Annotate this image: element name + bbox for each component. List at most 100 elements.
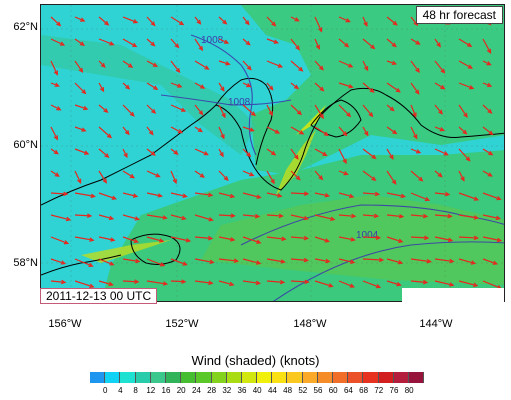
wind-arrow-head: [229, 193, 236, 199]
wind-arrow-head: [447, 237, 454, 243]
wind-arrow-head: [158, 238, 165, 243]
colorbar-label: 20: [176, 386, 186, 395]
wind-arrow-head: [273, 39, 279, 44]
wind-arrow: [122, 16, 138, 24]
wind-arrow: [98, 214, 114, 220]
wind-arrow-head: [473, 215, 480, 220]
wind-arrow: [146, 104, 156, 114]
wind-arrow-head: [249, 172, 255, 177]
wind-arrow-head: [127, 63, 134, 68]
isobars: [160, 34, 504, 301]
wind-arrow: [122, 258, 140, 263]
wind-arrow-head: [414, 89, 420, 95]
wind-arrow: [434, 148, 448, 156]
wind-arrow: [314, 214, 335, 221]
wind-arrow: [74, 38, 85, 46]
wind-arrow-head: [90, 193, 96, 199]
wind-arrow: [290, 104, 302, 115]
wind-arrow: [218, 126, 225, 139]
wind-arrow: [290, 258, 308, 261]
land-region-interior: [41, 35, 256, 155]
wind-arrow: [266, 104, 273, 116]
wind-arrow-head: [179, 20, 185, 26]
wind-arrow: [98, 236, 115, 241]
wind-arrow-head: [162, 281, 169, 286]
wind-arrow: [386, 104, 394, 111]
wind-arrow: [458, 192, 478, 201]
wind-arrow: [362, 192, 379, 195]
wind-arrow: [242, 148, 251, 157]
wind-arrow: [146, 16, 156, 26]
wind-arrow: [98, 82, 105, 92]
wind-arrow: [74, 214, 91, 217]
wind-arrow: [458, 258, 475, 264]
wind-arrow: [50, 280, 66, 283]
wind-arrow: [290, 126, 304, 135]
wind-arrow: [434, 192, 450, 196]
wind-arrow: [218, 214, 235, 217]
wind-arrow-head: [245, 40, 251, 46]
wind-arrow: [458, 280, 478, 287]
wind-arrow-head: [150, 21, 156, 27]
wind-arrow: [74, 258, 93, 267]
wind-arrow-head: [462, 129, 468, 135]
wind-arrow-head: [303, 257, 310, 263]
wind-arrow-head: [223, 39, 230, 44]
wind-arrow-head: [303, 235, 310, 241]
wind-arrow-head: [198, 45, 204, 52]
wind-arrow: [122, 280, 139, 283]
colorbar-cell: [393, 372, 409, 383]
wind-arrow: [482, 60, 491, 66]
wind-arrow-head: [375, 284, 382, 289]
lon-tick-156: 156°W: [48, 318, 82, 330]
wind-arrow-head: [449, 282, 455, 287]
wind-arrow: [266, 126, 280, 134]
wind-arrow-head: [207, 192, 214, 198]
wind-arrow: [74, 82, 86, 94]
wind-arrow-head: [323, 131, 329, 137]
wind-arrow: [314, 170, 323, 180]
wind-arrow-head: [249, 127, 255, 132]
wind-arrow: [74, 126, 86, 132]
wind-arrow-head: [60, 260, 67, 265]
isobar-1004: [240, 204, 504, 246]
wind-arrow-head: [256, 239, 262, 244]
wind-arrow-head: [185, 238, 192, 243]
wind-arrow-head: [486, 48, 492, 55]
wind-arrow-head: [342, 131, 348, 137]
wind-arrow-head: [413, 134, 418, 140]
wind-arrow-head: [348, 84, 354, 89]
wind-arrow: [290, 38, 300, 50]
wind-arrow-head: [319, 113, 324, 120]
wind-arrow-head: [180, 107, 187, 112]
wind-arrow: [482, 236, 501, 242]
colorbar-cell: [317, 372, 333, 383]
wind-arrow-head: [53, 149, 59, 155]
wind-arrow-head: [99, 86, 105, 93]
wind-arrow: [146, 258, 165, 267]
wind-arrow: [170, 192, 187, 198]
wind-arrow-head: [225, 61, 231, 66]
wind-arrow-head: [255, 280, 262, 286]
wind-arrow: [266, 148, 276, 156]
wind-arrow: [242, 126, 254, 132]
wind-arrow: [98, 126, 112, 138]
wind-arrow-head: [436, 42, 441, 48]
wind-arrow: [410, 192, 430, 201]
wind-arrow-head: [349, 193, 355, 199]
wind-arrow-head: [83, 105, 89, 111]
wind-arrow: [122, 236, 138, 243]
wind-arrow-head: [125, 84, 131, 90]
wind-arrow: [482, 148, 493, 156]
wind-arrow: [482, 214, 500, 220]
wind-arrow-head: [254, 213, 261, 219]
wind-map[interactable]: 1008 1008 1004: [41, 5, 505, 302]
wind-arrow-head: [54, 172, 60, 177]
wind-arrow-head: [78, 67, 84, 73]
wind-arrow: [194, 104, 203, 115]
wind-arrow: [50, 60, 58, 75]
map-panel[interactable]: 1008 1008 1004: [40, 4, 505, 302]
wind-arrow-head: [208, 280, 214, 286]
wind-arrow-head: [129, 173, 135, 179]
isobar-label-1004: 1004: [356, 230, 379, 241]
